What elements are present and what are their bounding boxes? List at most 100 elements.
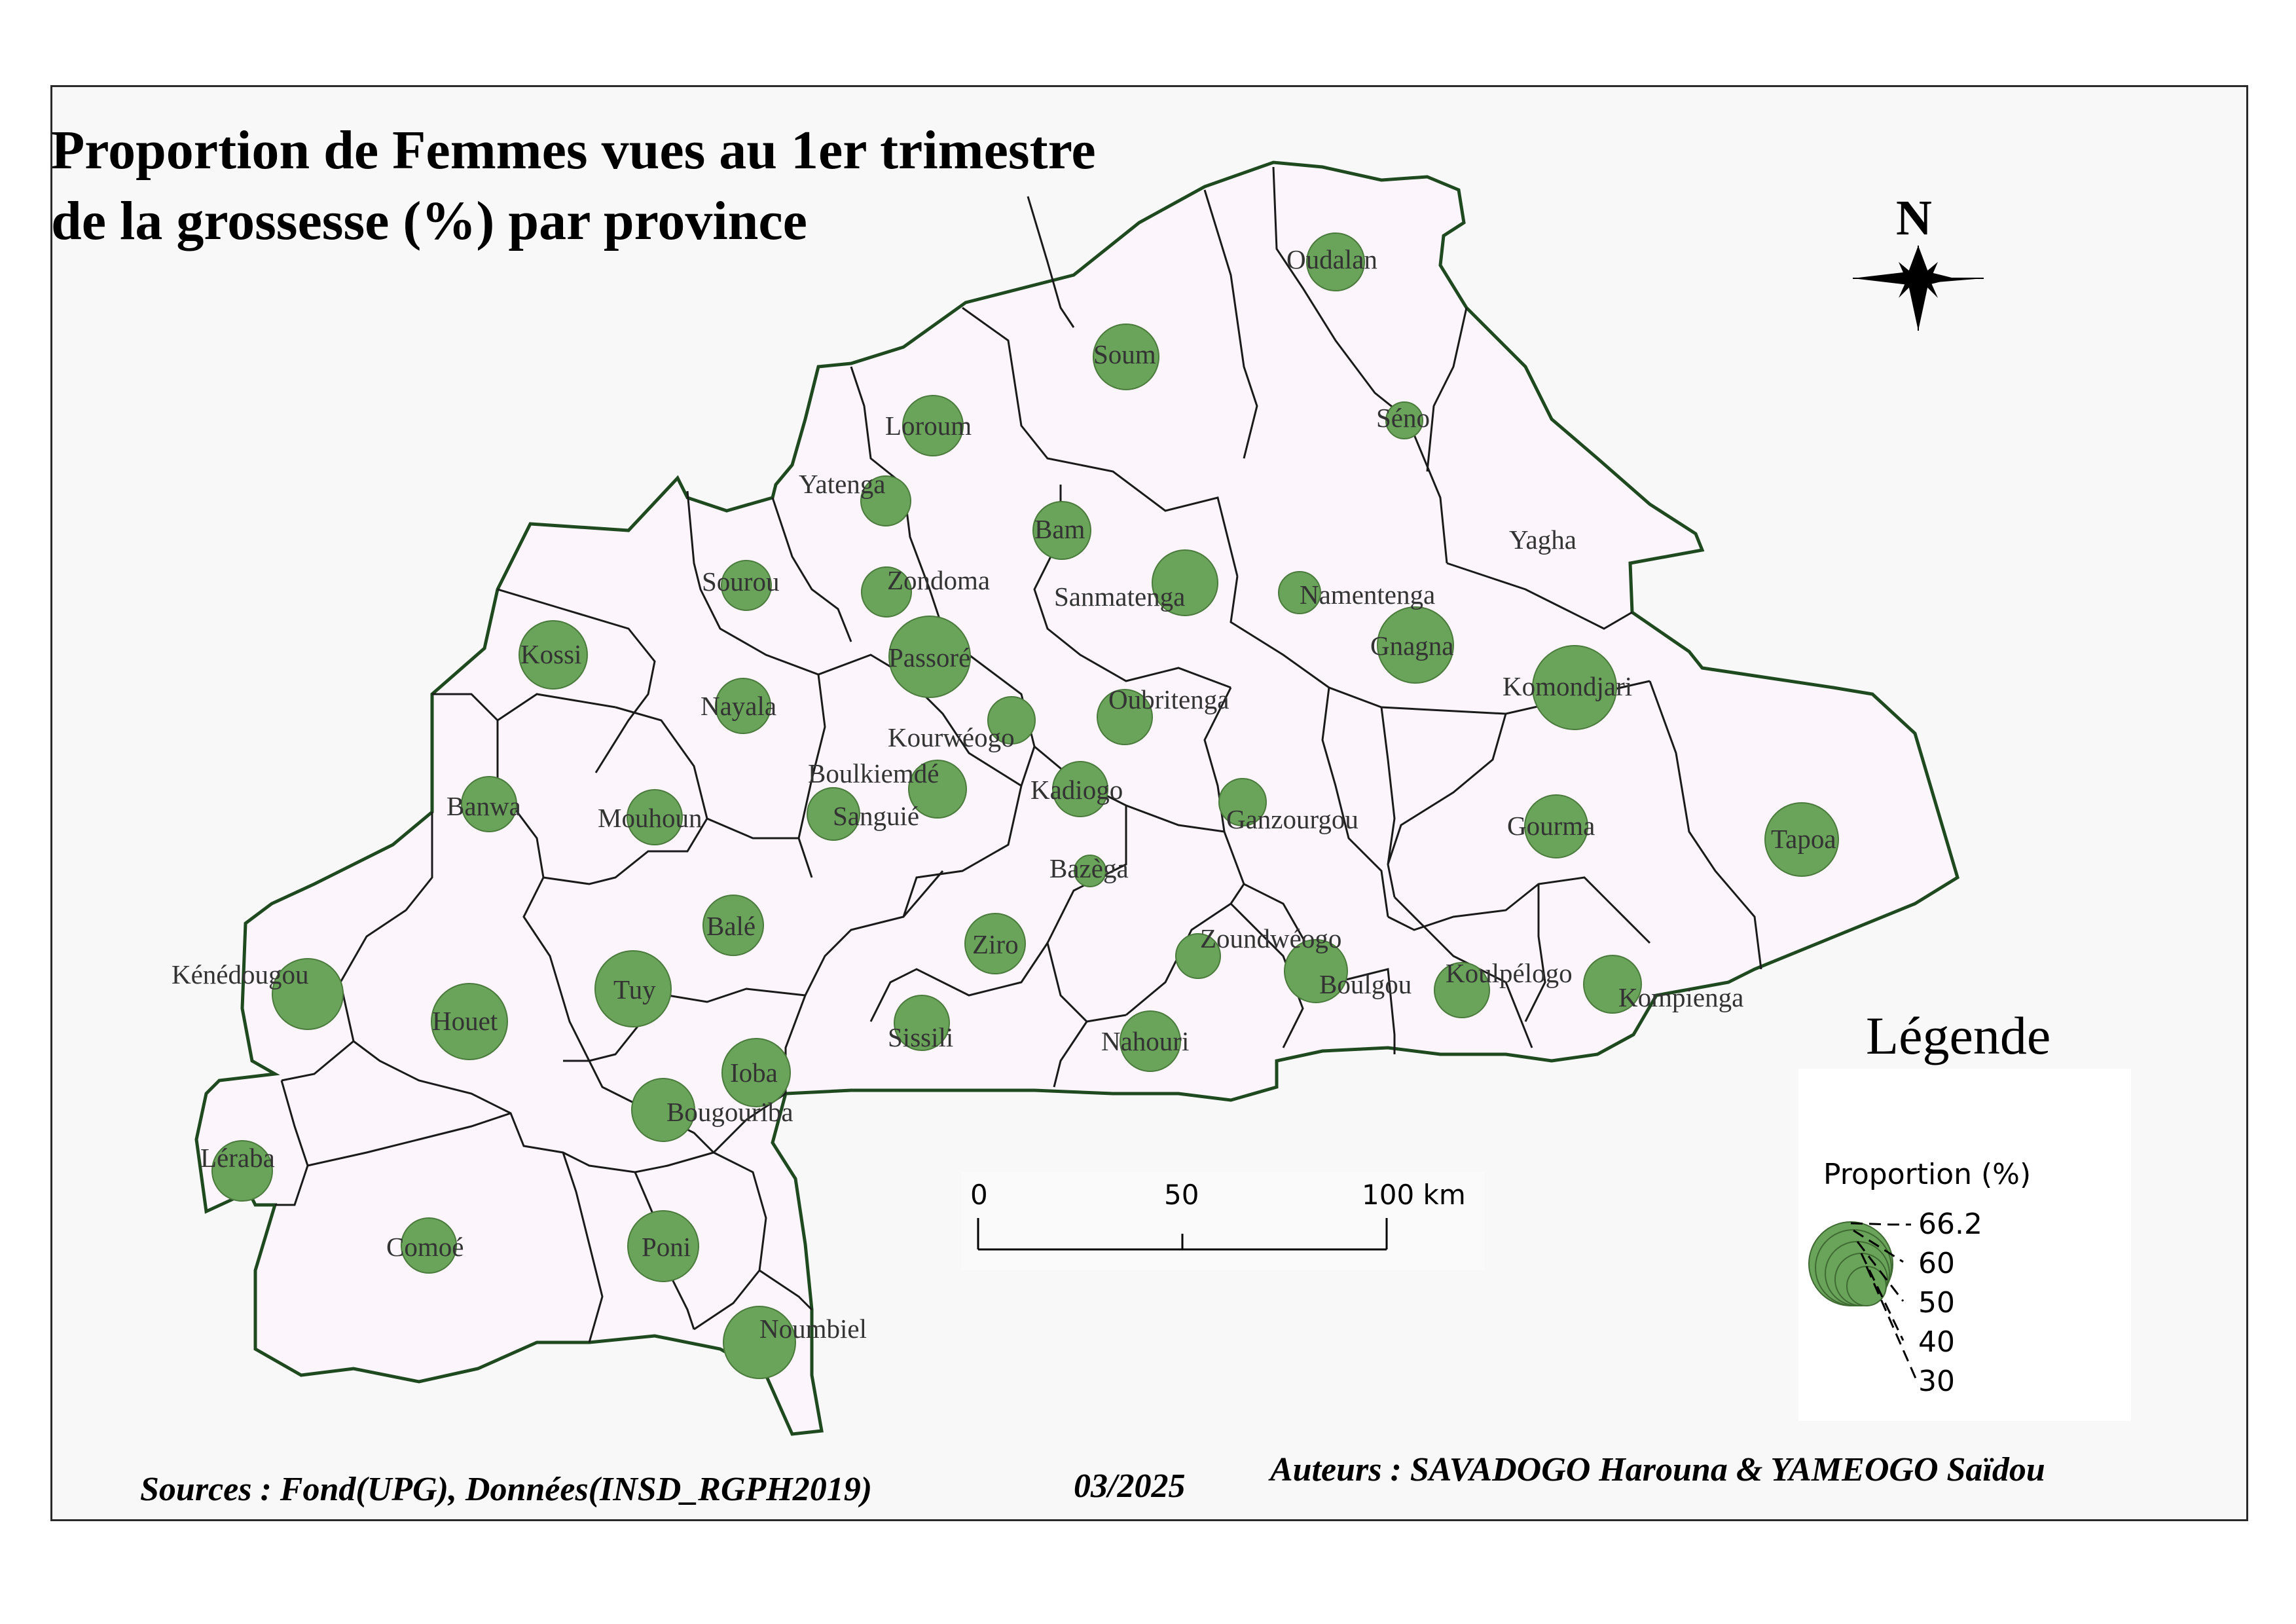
footer-date: 03/2025 xyxy=(1074,1467,1186,1505)
north-arrow-icon: N xyxy=(1853,191,1984,331)
symbol-namentenga xyxy=(1278,571,1321,614)
symbol-ganzourgou xyxy=(1218,778,1267,826)
symbol-sissili xyxy=(894,995,950,1051)
province-label-namentenga: Namentenga xyxy=(1300,580,1435,610)
province-label-soum: Soum xyxy=(1093,339,1156,369)
province-label-comoe: Comoé xyxy=(386,1232,464,1262)
symbol-sanmatenga xyxy=(1152,549,1218,616)
province-label-loroum: Loroum xyxy=(885,411,972,441)
legend-value-60: 60 xyxy=(1918,1247,1955,1280)
legend-box: 66.2 60 50 40 30 xyxy=(1798,1069,2131,1421)
province-label-kossi: Kossi xyxy=(520,639,581,669)
province-label-noumbiel: Noumbiel xyxy=(759,1314,867,1344)
province-label-nayala: Nayala xyxy=(701,691,776,721)
province-label-sourou: Sourou xyxy=(702,566,779,597)
province-label-oubritenga: Oubritenga xyxy=(1108,684,1229,714)
province-label-kadiogo: Kadiogo xyxy=(1030,775,1123,805)
province-label-poni: Poni xyxy=(642,1232,691,1262)
symbol-sanguie xyxy=(807,787,860,841)
symbol-gourma xyxy=(1524,794,1588,858)
province-label-nahouri: Nahouri xyxy=(1101,1026,1189,1056)
symbol-oubritenga xyxy=(1097,689,1153,745)
symbol-tuy xyxy=(594,950,672,1027)
proportional-symbols xyxy=(211,232,1839,1379)
legend-value-66-2: 66.2 xyxy=(1918,1208,1982,1241)
scale-tick-50: 50 xyxy=(1164,1179,1199,1211)
symbol-zondoma xyxy=(861,566,912,618)
province-label-yatenga: Yatenga xyxy=(799,469,886,499)
province-label-yagha: Yagha xyxy=(1509,525,1576,555)
province-label-bam: Bam xyxy=(1034,514,1085,544)
symbol-gnagna xyxy=(1377,606,1454,684)
symbol-bale xyxy=(702,895,764,956)
symbol-boulkiemde xyxy=(908,760,967,819)
symbol-kourweogo xyxy=(987,696,1036,745)
legend-title: Légende xyxy=(1866,1006,2051,1065)
symbol-zoundweogo xyxy=(1175,933,1221,979)
symbol-nahouri xyxy=(1120,1010,1181,1072)
symbol-koulpelogo xyxy=(1434,962,1490,1018)
symbol-sourou xyxy=(721,560,772,611)
symbol-nayala xyxy=(715,678,771,734)
province-label-sissili: Sissili xyxy=(888,1022,953,1052)
province-label-leraba: Léraba xyxy=(200,1143,275,1173)
scale-tick-100: 100 km xyxy=(1362,1179,1466,1211)
symbol-leraba xyxy=(211,1140,273,1202)
province-label-seno: Séno xyxy=(1376,403,1430,433)
symbol-loroum xyxy=(902,395,964,456)
symbol-komondjari xyxy=(1532,645,1617,730)
province-label-komondjari: Komondjari xyxy=(1503,671,1632,701)
province-label-bazega: Bazèga xyxy=(1049,853,1129,883)
province-label-kompienga: Kompienga xyxy=(1618,982,1743,1012)
province-label-passore: Passoré xyxy=(888,642,970,673)
symbol-kossi xyxy=(519,620,588,690)
north-label: N xyxy=(1896,191,1932,246)
province-label-kenedougou: Kénédougou xyxy=(172,959,309,989)
province-label-houet: Houet xyxy=(432,1006,498,1036)
symbol-tapoa xyxy=(1764,802,1839,877)
symbol-seno xyxy=(1385,401,1423,439)
symbol-kadiogo xyxy=(1052,761,1108,817)
province-label-bougouriba: Bougouriba xyxy=(666,1097,793,1127)
map-title-line2: de la grossesse (%) par province xyxy=(51,191,807,251)
symbol-comoe xyxy=(401,1217,457,1274)
symbol-soum xyxy=(1093,323,1159,390)
province-label-boulgou: Boulgou xyxy=(1319,969,1412,999)
legend-subtitle: Proportion (%) xyxy=(1823,1158,2032,1191)
map-title: Proportion de Femmes vues au 1er trimest… xyxy=(51,115,1096,257)
symbol-bazega xyxy=(1074,855,1106,887)
scale-bar: 0 50 100 km xyxy=(961,1172,1485,1270)
province-label-sanmatenga: Sanmatenga xyxy=(1054,581,1185,612)
province-label-ziro: Ziro xyxy=(972,929,1019,959)
province-label-banwa: Banwa xyxy=(446,791,521,821)
province-label-zoundweogo: Zoundwéogo xyxy=(1200,923,1341,953)
province-label-gnagna: Gnagna xyxy=(1370,631,1454,661)
footer-authors: Auteurs : SAVADOGO Harouna & YAMEOGO Saï… xyxy=(1270,1451,2045,1488)
province-labels: Oudalan Soum Séno Loroum Yatenga Bam Yag… xyxy=(172,244,1836,1344)
symbol-ziro xyxy=(964,913,1026,974)
symbol-ioba xyxy=(721,1038,791,1107)
symbol-mouhoun xyxy=(627,789,683,845)
symbol-houet xyxy=(431,983,508,1060)
symbol-oudalan xyxy=(1306,232,1365,291)
province-label-ganzourgou: Ganzourgou xyxy=(1226,804,1358,834)
legend-symbols xyxy=(1808,1221,1918,1380)
province-label-mouhoun: Mouhoun xyxy=(598,803,702,833)
symbol-kompienga xyxy=(1583,955,1642,1014)
province-label-gourma: Gourma xyxy=(1507,811,1595,841)
province-label-koulpelogo: Koulpélogo xyxy=(1446,958,1573,988)
symbol-bougouriba xyxy=(631,1078,695,1142)
footer-sources: Sources : Fond(UPG), Données(INSD_RGPH20… xyxy=(140,1471,873,1508)
symbol-yatenga xyxy=(860,475,911,526)
symbol-poni xyxy=(627,1210,699,1282)
legend-value-50: 50 xyxy=(1918,1286,1955,1320)
province-borders xyxy=(275,166,1762,1343)
symbol-banwa xyxy=(461,776,517,832)
legend-value-40: 40 xyxy=(1918,1325,1955,1359)
symbol-passore xyxy=(888,616,971,698)
province-label-kourweogo: Kourwéogo xyxy=(888,722,1015,752)
scale-bar-graphic xyxy=(977,1218,1388,1251)
province-label-tapoa: Tapoa xyxy=(1771,824,1836,854)
symbol-kenedougou xyxy=(272,958,344,1030)
